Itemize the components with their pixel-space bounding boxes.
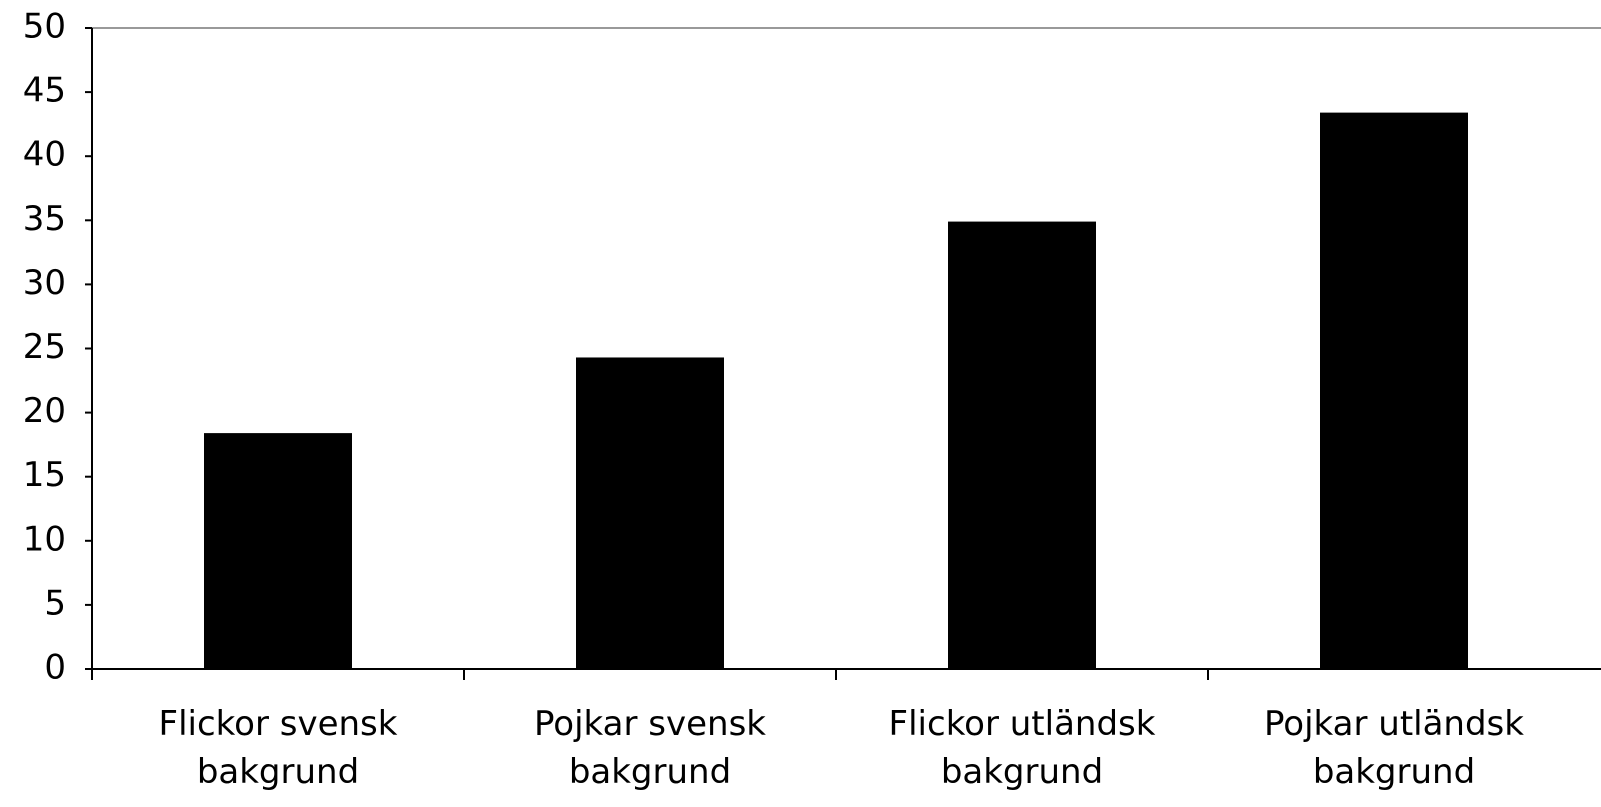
y-tick-label: 40 — [23, 135, 66, 175]
bar — [576, 357, 724, 669]
y-tick-label: 45 — [23, 71, 66, 111]
y-tick-label: 35 — [23, 199, 66, 239]
x-tick-label: Flickor utländsk bakgrund — [888, 704, 1156, 792]
bar — [1320, 112, 1468, 669]
x-tick-label: Pojkar utländsk bakgrund — [1264, 704, 1524, 792]
y-tick-label: 5 — [44, 583, 66, 623]
y-tick-label: 50 — [23, 7, 66, 47]
x-tick-label: Pojkar svensk bakgrund — [534, 704, 766, 792]
x-tick-label: Flickor svensk bakgrund — [158, 704, 398, 792]
y-tick-label: 25 — [23, 327, 66, 367]
y-tick-label: 0 — [44, 648, 66, 688]
bar — [204, 433, 352, 669]
y-tick-label: 30 — [23, 263, 66, 303]
y-tick-label: 10 — [23, 519, 66, 559]
y-tick-label: 20 — [23, 391, 66, 431]
bar — [948, 221, 1096, 669]
y-tick-label: 15 — [23, 455, 66, 495]
